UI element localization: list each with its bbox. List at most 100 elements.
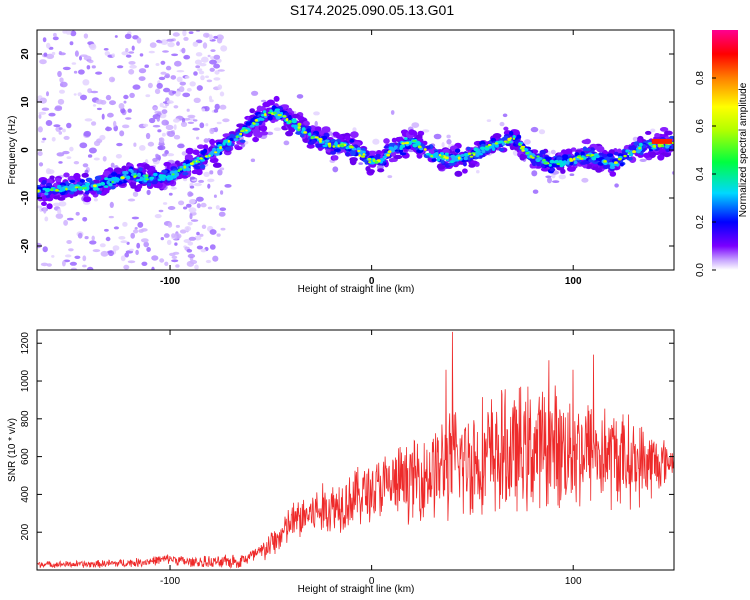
- spectral-noise-blob: [62, 260, 66, 267]
- ridge-core-blob: [516, 134, 522, 139]
- spectral-noise-blob: [196, 136, 200, 140]
- spectral-noise-blob: [77, 92, 82, 97]
- spectral-noise-blob: [91, 121, 97, 126]
- spectral-noise-blob: [213, 77, 221, 81]
- ridge-halo-blob: [252, 136, 259, 143]
- spectral-noise-blob: [188, 207, 197, 213]
- spectral-noise-blob: [42, 246, 48, 253]
- spectral-noise-blob: [179, 81, 186, 86]
- spectral-noise-blob: [145, 132, 151, 140]
- ridge-peak-blob: [358, 154, 362, 157]
- spectral-noise-blob: [209, 170, 214, 175]
- ridge-peak-blob: [485, 145, 490, 148]
- spectral-noise-blob: [53, 32, 57, 37]
- spectral-noise-blob: [116, 142, 123, 147]
- ridge-core-blob: [69, 191, 75, 195]
- ridge-halo-blob: [595, 167, 603, 173]
- ridge-peak-blob: [252, 122, 256, 125]
- ridge-peak-blob: [219, 146, 223, 150]
- spectral-noise-blob: [202, 42, 208, 49]
- spectral-noise-blob: [192, 41, 199, 47]
- ridge-halo-blob: [649, 151, 656, 158]
- ridge-peak-blob: [412, 139, 417, 142]
- ridge-cyan-blob: [400, 144, 406, 148]
- ridge-cyan-blob: [60, 188, 66, 192]
- ridge-peak-blob: [264, 113, 267, 117]
- spectral-noise-blob: [220, 227, 226, 231]
- spectral-noise-blob: [107, 250, 113, 254]
- spectral-noise-blob: [214, 103, 220, 110]
- ridge-cyan-blob: [451, 156, 457, 161]
- spectral-noise-blob: [184, 226, 192, 232]
- ridge-halo-blob: [54, 177, 62, 183]
- spectral-noise-blob: [139, 145, 146, 151]
- spectral-noise-blob: [140, 238, 149, 243]
- snr-xlabel: Height of straight line (km): [298, 584, 415, 595]
- y-tick-label: 1200: [20, 332, 31, 355]
- y-tick-label: 0: [20, 147, 31, 153]
- colorbar-tick-label: 0.8: [695, 71, 706, 85]
- spectral-noise-blob: [73, 161, 80, 165]
- spectral-noise-blob: [177, 143, 185, 149]
- spectral-noise-blob: [176, 70, 185, 73]
- spectral-noise-blob: [99, 134, 106, 141]
- spectral-noise-blob: [181, 47, 186, 54]
- spectral-noise-blob: [193, 182, 202, 187]
- ridge-halo-blob: [454, 170, 463, 177]
- ridge-peak-blob: [494, 142, 499, 145]
- spectral-noise-blob: [93, 157, 100, 161]
- ridge-peak-blob: [145, 174, 149, 178]
- ridge-halo-blob: [509, 144, 515, 151]
- spectral-noise-blob: [127, 260, 136, 264]
- spectral-noise-blob: [196, 196, 204, 202]
- spectral-noise-blob: [158, 143, 166, 146]
- spectral-noise-blob: [195, 65, 201, 69]
- spectral-noise-blob: [183, 54, 191, 60]
- spectral-noise-blob: [207, 183, 211, 189]
- ridge-cyan-blob: [334, 141, 338, 145]
- spectral-noise-blob: [39, 97, 47, 104]
- ridge-core-blob: [299, 133, 305, 138]
- spectral-noise-blob: [93, 198, 98, 202]
- spectral-noise-blob: [128, 69, 135, 75]
- spectral-noise-blob: [131, 216, 140, 220]
- spectral-noise-blob: [446, 139, 452, 145]
- spectral-noise-blob: [38, 162, 44, 167]
- spectral-noise-blob: [82, 217, 88, 222]
- spectral-noise-blob: [187, 253, 196, 259]
- ridge-cyan-blob: [106, 180, 110, 185]
- spectral-noise-blob: [82, 255, 87, 262]
- spectral-noise-blob: [43, 207, 47, 214]
- ridge-halo-blob: [81, 172, 89, 178]
- spectral-noise-blob: [136, 37, 142, 44]
- ridge-cyan-blob: [185, 167, 191, 172]
- ridge-cyan-blob: [46, 188, 51, 192]
- spectral-noise-blob: [158, 209, 164, 213]
- ridge-cyan-blob: [473, 147, 478, 152]
- spectral-noise-blob: [73, 70, 78, 74]
- ridge-peak-blob: [671, 141, 674, 145]
- snr-series-line: [37, 331, 674, 569]
- spectral-noise-blob: [184, 75, 190, 79]
- ridge-core-blob: [194, 165, 201, 170]
- ridge-halo-blob: [203, 144, 209, 150]
- ridge-halo-blob: [260, 125, 268, 132]
- ridge-cyan-blob: [512, 135, 516, 139]
- spectral-noise-blob: [614, 183, 619, 188]
- ridge-cyan-blob: [426, 152, 432, 156]
- ridge-peak-blob: [297, 128, 301, 132]
- ridge-peak-blob: [239, 132, 243, 136]
- ridge-peak-blob: [92, 184, 97, 188]
- spectral-noise-blob: [162, 105, 168, 109]
- spectral-noise-blob: [160, 237, 164, 241]
- spectral-noise-blob: [358, 162, 364, 165]
- spectral-noise-blob: [220, 190, 224, 195]
- spectral-noise-blob: [112, 245, 120, 251]
- spectral-noise-blob: [167, 222, 173, 228]
- ridge-halo-blob: [596, 145, 605, 153]
- ridge-halo-blob: [332, 155, 339, 161]
- spectral-noise-blob: [216, 233, 221, 237]
- ridge-core-blob: [94, 175, 102, 181]
- spectral-noise-blob: [172, 32, 180, 37]
- spectral-noise-blob: [154, 88, 161, 95]
